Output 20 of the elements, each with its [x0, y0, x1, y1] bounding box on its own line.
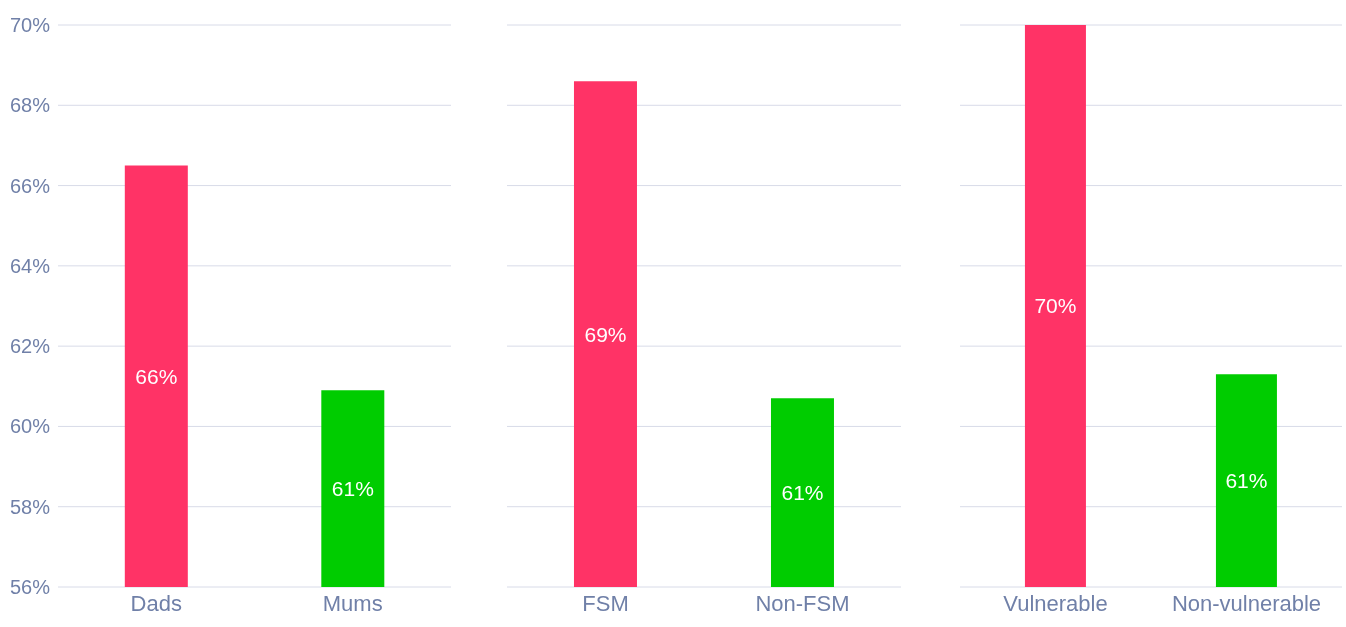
y-tick-label: 62%: [9, 335, 51, 358]
data-label: 61%: [1225, 469, 1268, 493]
data-label: 61%: [781, 481, 824, 505]
data-label: 66%: [135, 364, 178, 388]
y-tick-label: 56%: [9, 576, 51, 598]
y-tick-label: 60%: [9, 415, 51, 438]
y-tick-label: 68%: [9, 94, 51, 117]
x-tick-label: FSM: [582, 590, 629, 616]
y-tick-label: 66%: [9, 174, 51, 197]
y-tick-label: 58%: [9, 495, 51, 518]
y-tick-label: 70%: [9, 14, 51, 36]
data-label: 70%: [1034, 294, 1077, 318]
data-label: 61%: [331, 477, 374, 501]
x-tick-label: Dads: [130, 590, 182, 616]
x-tick-label: Mums: [322, 590, 383, 616]
x-tick-label: Non-vulnerable: [1171, 590, 1322, 616]
x-tick-label: Non-FSM: [755, 590, 850, 616]
x-tick-label: Vulnerable: [1003, 590, 1108, 616]
data-label: 69%: [584, 322, 627, 346]
y-tick-label: 64%: [9, 254, 51, 277]
